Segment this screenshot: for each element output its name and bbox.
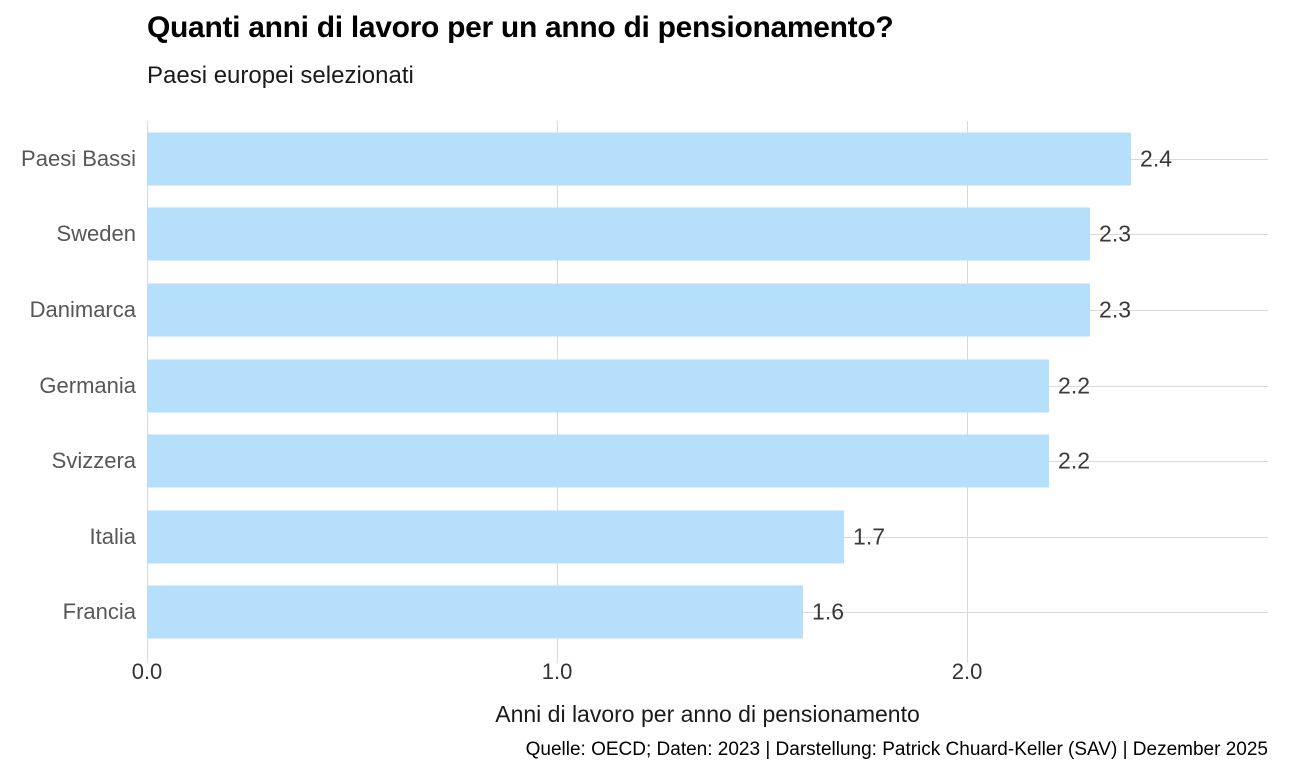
category-label: Germania bbox=[39, 372, 136, 398]
value-label: 2.3 bbox=[1099, 220, 1132, 247]
x-tick-label: 1.0 bbox=[541, 659, 573, 684]
value-label: 2.2 bbox=[1058, 372, 1091, 399]
x-axis: 0.0 1.0 2.0 bbox=[132, 659, 1268, 689]
x-tick-label: 0.0 bbox=[131, 659, 163, 684]
chart-subtitle: Paesi europei selezionati bbox=[147, 62, 414, 89]
bar bbox=[147, 283, 1091, 337]
bar bbox=[147, 510, 845, 564]
x-axis-title: Anni di lavoro per anno di pensionamento bbox=[495, 701, 920, 727]
plot-area: Paesi Bassi 2.4 Sweden 2.3 Danimarca 2.3… bbox=[21, 121, 1268, 663]
source-note: Quelle: OECD; Daten: 2023 | Darstellung:… bbox=[525, 739, 1268, 760]
category-label: Svizzera bbox=[51, 448, 136, 474]
bar bbox=[147, 132, 1132, 186]
value-label: 2.2 bbox=[1058, 447, 1091, 474]
bar bbox=[147, 585, 804, 639]
category-label: Paesi Bassi bbox=[21, 145, 136, 171]
category-label: Francia bbox=[62, 599, 136, 625]
bar-row: Francia 1.6 bbox=[63, 575, 1268, 651]
bar-row: Svizzera 2.2 bbox=[52, 423, 1268, 499]
bar bbox=[147, 434, 1050, 488]
bar-row: Italia 1.7 bbox=[90, 499, 1268, 575]
bar-row: Sweden 2.3 bbox=[56, 197, 1268, 273]
bar-rows-layer: Paesi Bassi 2.4 Sweden 2.3 Danimarca 2.3… bbox=[21, 121, 1268, 651]
value-label: 1.7 bbox=[853, 523, 886, 550]
bar-row: Germania 2.2 bbox=[39, 348, 1268, 424]
category-label: Italia bbox=[89, 523, 136, 549]
bar bbox=[147, 207, 1091, 261]
value-label: 2.4 bbox=[1140, 145, 1173, 172]
category-label: Danimarca bbox=[29, 296, 136, 322]
category-label: Sweden bbox=[56, 221, 136, 247]
bar-row: Danimarca 2.3 bbox=[30, 272, 1268, 348]
bar-row: Paesi Bassi 2.4 bbox=[21, 121, 1268, 197]
value-label: 2.3 bbox=[1099, 296, 1132, 323]
chart-title: Quanti anni di lavoro per un anno di pen… bbox=[147, 11, 894, 44]
value-label: 1.6 bbox=[812, 598, 845, 625]
bar bbox=[147, 359, 1050, 413]
x-tick-label: 2.0 bbox=[951, 659, 983, 684]
